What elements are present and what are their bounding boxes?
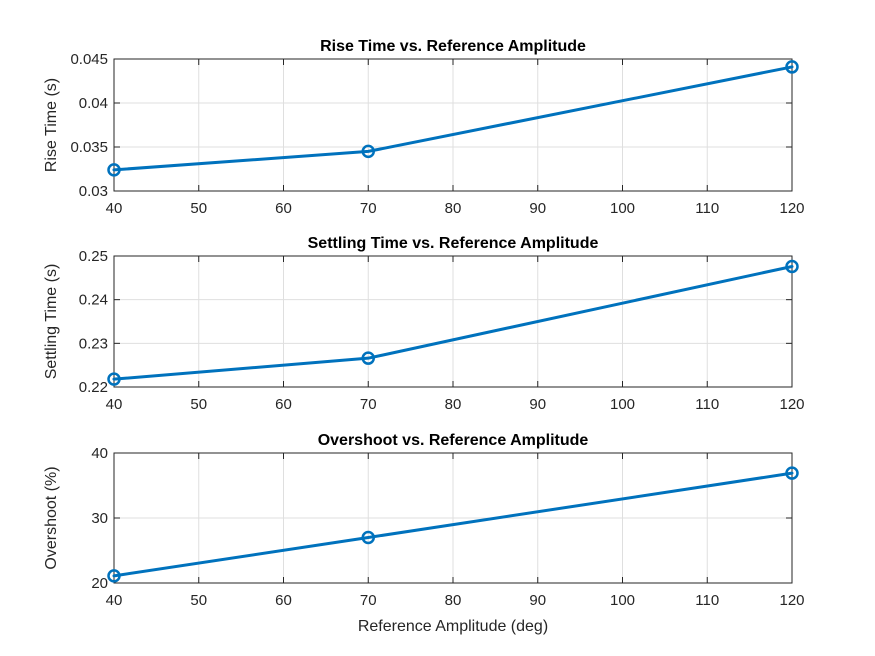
y-tick-label: 0.23 [79,335,108,352]
x-tick-label: 80 [445,592,462,609]
subplot-2: 40 50 60 70 80 90 100 110 120 0.22 0.23 0.24 0.25 Set… [43,235,805,413]
x-tick-label: 80 [445,396,462,413]
y-tick-label: 0.035 [70,139,108,156]
data-point-marker [107,569,121,583]
x-tick-label: 100 [610,200,635,217]
x-tick-label: 40 [106,200,123,217]
x-tick-label: 120 [779,592,804,609]
y-tick-label: 40 [91,445,108,462]
x-tick-label: 40 [106,396,123,413]
y-axis-label: Overshoot (%) [43,466,60,569]
y-tick-label: 0.045 [70,51,108,68]
x-tick-label: 50 [190,200,207,217]
x-tick-label: 60 [275,200,292,217]
chart-title: Settling Time vs. Reference Amplitude [308,235,599,252]
x-tick-label: 100 [610,592,635,609]
x-tick-label: 50 [190,592,207,609]
x-tick-label: 100 [610,396,635,413]
y-tick-label: 30 [91,510,108,527]
data-point-marker [107,163,121,177]
data-point-marker [785,259,799,274]
x-tick-label: 90 [529,592,546,609]
chart-title: Rise Time vs. Reference Amplitude [320,38,586,55]
x-tick-label: 40 [106,592,123,609]
y-tick-label: 0.22 [79,379,108,396]
series-line [112,471,794,578]
y-tick-label: 0.03 [79,183,108,200]
data-point-marker [785,466,799,480]
x-tick-label: 60 [275,592,292,609]
subplot-1: 40 50 60 70 80 90 100 110 120 0.03 0.035 0.04 0.045 R… [43,38,805,217]
subplot-3: 40 50 60 70 80 90 100 110 120 20 30 40 Overshoot vs.… [43,432,805,635]
x-tick-label: 110 [695,396,719,413]
y-tick-label: 20 [91,575,108,592]
x-tick-label: 70 [360,592,377,609]
x-tick-label: 70 [360,396,377,413]
y-axis-label: Rise Time (s) [43,78,60,172]
x-axis-label: Reference Amplitude (deg) [358,618,548,635]
x-tick-label: 120 [779,200,804,217]
x-tick-label: 90 [529,396,546,413]
data-point-marker [361,144,375,159]
x-tick-label: 60 [275,396,292,413]
series-line [112,65,794,172]
data-point-marker [361,530,375,545]
x-tick-label: 90 [529,200,546,217]
x-tick-label: 110 [695,200,719,217]
data-point-marker [785,60,799,74]
chart-title: Overshoot vs. Reference Amplitude [318,432,589,449]
x-tick-label: 80 [445,200,462,217]
x-tick-label: 50 [190,396,207,413]
y-axis-label: Settling Time (s) [43,264,60,380]
x-tick-label: 70 [360,200,377,217]
y-tick-label: 0.25 [79,248,108,265]
data-point-marker [361,351,375,365]
x-tick-label: 120 [779,396,804,413]
data-point-marker [107,372,121,386]
y-tick-label: 0.04 [79,95,108,112]
series-line [112,264,794,381]
y-tick-label: 0.24 [79,292,108,309]
x-tick-label: 110 [695,592,719,609]
